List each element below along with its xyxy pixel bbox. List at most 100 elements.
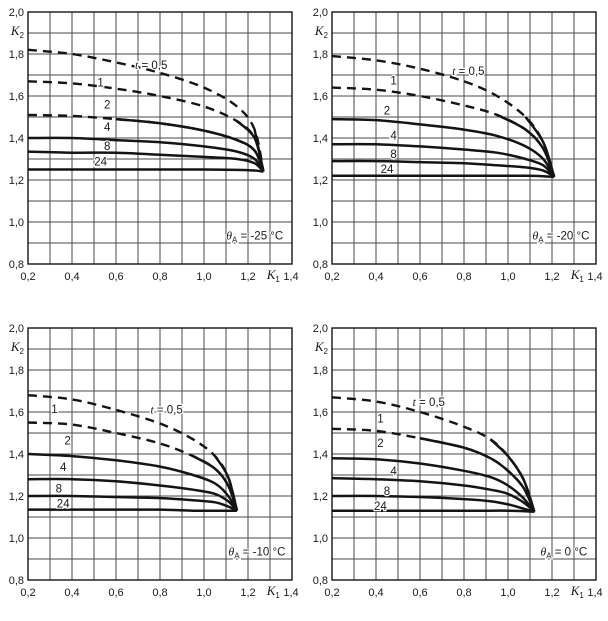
y-tick-label: 1,0 — [9, 217, 24, 229]
x-tick-label: 1,4 — [587, 587, 602, 599]
curve-t-2 — [331, 117, 556, 178]
curve-label-t-4: 4 — [60, 462, 67, 474]
curve-dashed-t-2 — [27, 113, 265, 173]
x-tick-label: 1,0 — [196, 587, 211, 599]
y-tick-label: 1,2 — [313, 175, 328, 187]
curve-t-4 — [331, 142, 556, 178]
y-tick-label: 1,0 — [313, 533, 328, 545]
curve-label-t-2: 2 — [384, 106, 390, 118]
y-tick-label: 1,6 — [9, 91, 24, 103]
curve-label-t-8: 8 — [384, 486, 390, 498]
y-tick-label: 2,0 — [9, 323, 24, 335]
curve-solid-tail-t-1 — [419, 437, 536, 513]
y-axis-label: K2 — [10, 339, 25, 356]
x-tick-label: 1,4 — [587, 271, 602, 283]
curve-t-4 — [331, 476, 536, 513]
y-tick-label: 1,2 — [9, 175, 24, 187]
y-tick-label: 1,4 — [9, 449, 24, 461]
grid — [28, 328, 292, 580]
y-tick-label: 0,8 — [9, 259, 24, 271]
y-tick-label: 1,2 — [9, 491, 24, 503]
x-tick-label: 1,2 — [544, 271, 559, 283]
x-tick-label: 1,4 — [283, 271, 298, 283]
curve-dashed-t-0,5 — [27, 394, 239, 512]
curve-t-8 — [331, 494, 535, 513]
ambient-annotation: θA = -10 °C — [228, 545, 285, 561]
curve-label-t-4: 4 — [390, 466, 397, 478]
x-tick-label: 1,2 — [544, 587, 559, 599]
ambient-annotation: θA = -20 °C — [532, 229, 589, 245]
curve-dashed-t-1 — [331, 86, 556, 178]
curve-label-t-0-5: t = 0,5 — [452, 66, 484, 78]
x-tick-label: 0,8 — [456, 587, 471, 599]
y-tick-label: 2,0 — [313, 323, 328, 335]
curve-label-t-8: 8 — [56, 484, 62, 496]
curve-solid-tail-t-1 — [192, 455, 239, 512]
chart-panel-theta-minus-20c: 0,2 0,4 0,6 0,8 1,0 1,2 1,4 K1 2,0 1,8 1,6 1,4 1,2 1,… — [304, 2, 608, 300]
y-tick-label: 1,8 — [313, 49, 328, 61]
y-axis-label: K2 — [314, 339, 329, 356]
x-tick-label: 0,6 — [412, 587, 427, 599]
y-axis-label: K2 — [314, 23, 329, 40]
y-tick-label: 1,0 — [313, 217, 328, 229]
curve-dashed-t-0,5 — [331, 396, 536, 513]
x-tick-label: 0,6 — [412, 271, 427, 283]
x-tick-label: 0,2 — [20, 587, 35, 599]
curve-label-t-2: 2 — [64, 435, 70, 447]
ambient-annotation: θA = -25 °C — [226, 229, 283, 245]
curve-t-8 — [331, 159, 555, 178]
curve-solid-tail-t-1 — [496, 113, 556, 178]
ambient-annotation: θA = 0 °C — [540, 545, 587, 561]
chart-panel-theta-minus-25c: 0,2 0,4 0,6 0,8 1,0 1,2 1,4 K1 2,0 1,8 1,6 1,4 1,2 1,… — [0, 2, 304, 300]
x-tick-label: 0,6 — [108, 271, 123, 283]
curve-t-24 — [27, 508, 237, 513]
x-axis-label: K1 — [266, 583, 281, 600]
curve-label-t-1: 1 — [97, 77, 103, 89]
curve-t-2 — [331, 456, 536, 513]
curve-label-t-24: 24 — [57, 498, 70, 510]
x-tick-label: 0,4 — [368, 271, 383, 283]
x-tick-label: 1,2 — [240, 587, 255, 599]
x-tick-label: 1,0 — [500, 271, 515, 283]
chart-svg-theta-minus-10c: 0,2 0,4 0,6 0,8 1,0 1,2 1,4K12,01,81,61,41,21,… — [9, 323, 299, 600]
y-tick-label: 1,2 — [313, 491, 328, 503]
curve-label-t-8: 8 — [104, 141, 110, 153]
y-tick-label: 0,8 — [313, 575, 328, 587]
curve-label-t-0-5: t = 0,5 — [135, 60, 167, 72]
curve-label-t-1: 1 — [390, 75, 396, 87]
y-tick-label: 1,8 — [9, 49, 24, 61]
curve-label-t-0-5: t = 0,5 — [413, 397, 445, 409]
x-tick-label: 1,0 — [196, 271, 211, 283]
x-tick-label: 1,2 — [240, 271, 255, 283]
curve-label-t-1: 1 — [377, 414, 383, 426]
curve-label-t-4: 4 — [104, 122, 111, 134]
x-tick-label: 0,8 — [152, 271, 167, 283]
plot-border — [331, 11, 597, 265]
y-tick-label: 1,6 — [313, 407, 328, 419]
curve-label-t-2: 2 — [104, 99, 110, 111]
y-tick-label: 1,6 — [313, 91, 328, 103]
x-tick-label: 0,2 — [324, 271, 339, 283]
curve-t-8 — [27, 150, 265, 173]
x-axis-label: K1 — [570, 267, 585, 284]
chart-svg-theta-minus-25c: 0,2 0,4 0,6 0,8 1,0 1,2 1,4K12,01,81,61,41,21,… — [9, 7, 299, 284]
curve-label-t-24: 24 — [94, 157, 107, 169]
y-tick-label: 0,8 — [313, 259, 328, 271]
grid — [332, 12, 596, 264]
curve-t-24 — [332, 509, 535, 513]
y-axis-label: K2 — [10, 23, 25, 40]
curve-solid-tail-t-0,5 — [489, 438, 536, 513]
curve-dashed-t-1 — [27, 80, 265, 172]
x-tick-label: 1,0 — [500, 587, 515, 599]
curve-solid-tail-t-2 — [115, 117, 265, 173]
x-tick-label: 0,6 — [108, 587, 123, 599]
y-tick-label: 1,6 — [9, 407, 24, 419]
curve-label-t-1: 1 — [51, 404, 57, 416]
curve-label-t-24: 24 — [381, 164, 394, 176]
curve-label-t-8: 8 — [390, 149, 396, 161]
chart-panel-theta-minus-10c: 0,2 0,4 0,6 0,8 1,0 1,2 1,4 K1 2,0 1,8 1,6 1,4 1,2 1,… — [0, 318, 304, 616]
y-tick-label: 1,0 — [9, 533, 24, 545]
chart-svg-theta-0c: 0,2 0,4 0,6 0,8 1,0 1,2 1,4K12,01,81,61,41,21,… — [313, 323, 603, 600]
y-tick-label: 1,8 — [9, 365, 24, 377]
